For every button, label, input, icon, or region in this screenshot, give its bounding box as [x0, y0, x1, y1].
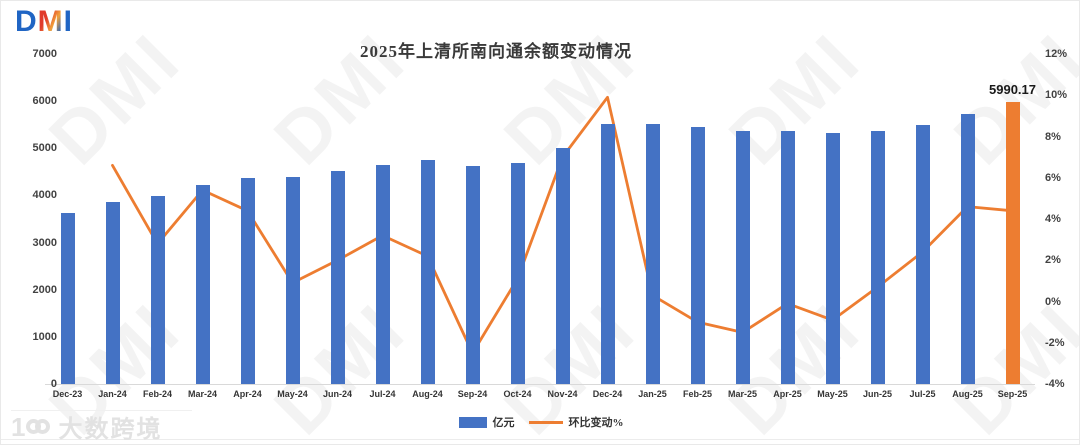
y-axis-left-tick: 3000	[32, 236, 57, 249]
x-axis-label: Mar-25	[727, 389, 757, 399]
y-axis-right-tick: 2%	[1045, 254, 1061, 267]
x-axis-label: Jul-25	[909, 389, 936, 399]
bar-Nov-24	[555, 147, 570, 384]
bar-Jul-24	[375, 164, 390, 384]
x-axis-label: Dec-23	[52, 389, 83, 399]
bar-Mar-24	[195, 185, 210, 384]
y-axis-left-tick: 6000	[32, 95, 57, 108]
x-axis-label: Sep-24	[457, 389, 488, 399]
x-axis-label: Aug-24	[412, 389, 443, 399]
x-axis-label: Feb-25	[682, 389, 712, 399]
y-axis-right-tick: 6%	[1045, 171, 1061, 184]
x-axis-label: Jun-24	[322, 389, 352, 399]
x-axis-label: Apr-24	[233, 389, 262, 399]
legend-line-label: 环比变动%	[568, 417, 624, 429]
x-axis-label: May-25	[817, 389, 848, 399]
bar-Jun-24	[330, 171, 345, 384]
bar-Dec-23	[60, 213, 75, 384]
x-axis-label: May-24	[277, 389, 308, 399]
y-axis-right-tick: 8%	[1045, 130, 1061, 143]
x-axis-label: Jan-25	[638, 389, 667, 399]
legend: 亿元 环比变动%	[1, 414, 1079, 430]
y-axis-right-tick: -4%	[1045, 378, 1065, 390]
bar-Sep-24	[465, 166, 480, 384]
bar-Jan-25	[645, 123, 660, 384]
x-axis-label: Jan-24	[98, 389, 127, 399]
legend-bar-swatch	[458, 416, 487, 428]
bar-Feb-24	[150, 195, 165, 384]
bar-Oct-24	[510, 162, 525, 384]
bar-May-25	[825, 132, 840, 384]
y-axis-right-tick: 0%	[1045, 295, 1061, 308]
x-axis-label: Nov-24	[547, 389, 578, 399]
bar-Feb-25	[690, 126, 705, 384]
x-axis-label: Mar-24	[187, 389, 217, 399]
bar-Apr-24	[240, 178, 255, 384]
bar-Jan-24	[105, 201, 120, 384]
footer-watermark-text: 大数跨境	[58, 416, 163, 443]
chart-title: 2025年上清所南向通余额变动情况	[360, 42, 632, 61]
bar-May-24	[285, 176, 300, 384]
y-axis-right-tick: 12%	[1045, 48, 1068, 60]
logo-letter-i: I	[63, 5, 74, 38]
footer-logo-ring-icon	[35, 419, 51, 434]
bar-Jul-25	[915, 125, 930, 384]
y-axis-right-tick: 4%	[1045, 213, 1061, 225]
bottom-divider	[1, 439, 1079, 440]
x-axis-label: Jul-24	[369, 389, 396, 399]
bar-Aug-24	[420, 159, 435, 384]
legend-line-swatch	[528, 420, 563, 424]
bar-Apr-25	[780, 130, 795, 384]
footer-watermark: 1 大数跨境	[11, 410, 193, 443]
legend-bar-label: 亿元	[492, 417, 515, 429]
y-axis-left-tick: 4000	[32, 189, 57, 202]
x-axis-label: Dec-24	[592, 389, 623, 399]
x-axis-label: Apr-25	[773, 389, 802, 399]
y-axis-right-tick: 10%	[1045, 89, 1068, 102]
x-axis-label: Sep-25	[997, 389, 1028, 399]
bar-Mar-25	[735, 130, 750, 384]
x-axis-line	[45, 384, 1035, 385]
x-axis-label: Aug-25	[952, 389, 983, 399]
footer-logo-digit: 1	[11, 411, 26, 442]
y-axis-left-tick: 0	[50, 378, 57, 390]
y-axis-left-tick: 1000	[32, 330, 57, 343]
bar-Jun-25	[870, 130, 885, 384]
y-axis-left-tick: 2000	[32, 283, 57, 296]
dmi-logo: DMI	[15, 5, 73, 39]
bar-Aug-25	[960, 113, 975, 384]
bar-Dec-24	[600, 124, 615, 384]
data-label-sep25: 5990.17	[989, 81, 1036, 97]
y-axis-left-tick: 7000	[32, 48, 57, 60]
bar-Sep-25	[1005, 101, 1020, 384]
x-axis-label: Jun-25	[862, 389, 892, 399]
x-axis-label: Feb-24	[142, 389, 172, 399]
y-axis-right-tick: -2%	[1045, 336, 1065, 349]
y-axis-left-tick: 5000	[32, 142, 57, 155]
logo-letter-m: M	[37, 5, 64, 38]
logo-letter-d: D	[15, 5, 38, 38]
x-axis-label: Oct-24	[503, 389, 532, 399]
